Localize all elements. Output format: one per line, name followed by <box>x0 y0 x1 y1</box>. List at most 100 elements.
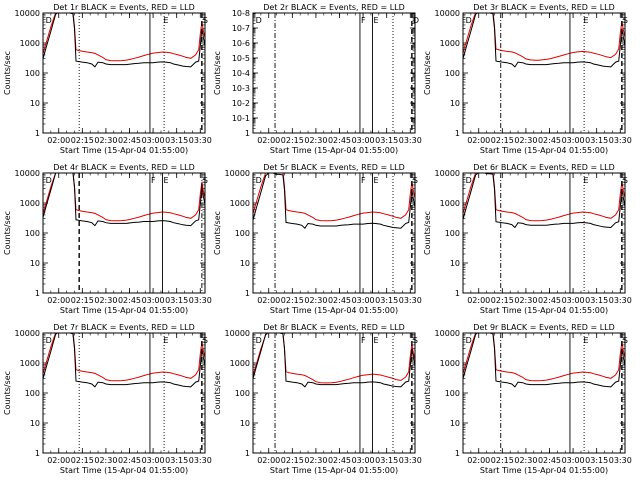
x-tick-label: 03:15 <box>585 296 608 305</box>
y-axis-label: Counts/sec <box>423 371 432 415</box>
y-tick-label: 10000 <box>225 329 250 338</box>
x-tick-label: 02:15 <box>491 296 514 305</box>
x-tick-label: 03:15 <box>165 136 188 145</box>
lld-series-line <box>43 13 205 62</box>
panel-title: Det 7r BLACK = Events, RED = LLD <box>53 323 195 332</box>
x-tick-label: 02:45 <box>538 456 561 465</box>
x-tick-label: 02:15 <box>71 456 94 465</box>
x-tick-label: 02:30 <box>514 456 537 465</box>
x-tick-label: 02:45 <box>328 136 351 145</box>
y-tick-label: 100 <box>445 389 460 398</box>
plot-area <box>253 173 415 293</box>
event-letter-label: D <box>466 176 472 185</box>
y-axis-label: Counts/sec <box>3 51 12 95</box>
y-tick-label: 1 <box>35 449 40 458</box>
x-tick-label: 03:15 <box>375 456 398 465</box>
plot-area <box>463 13 625 133</box>
x-tick-label: 02:00 <box>257 456 280 465</box>
event-letter-label: E <box>584 16 589 25</box>
event-letter-label: E <box>164 176 169 185</box>
plot-frame <box>252 172 416 294</box>
y-tick-label: 1000 <box>20 39 40 48</box>
plot-frame <box>252 332 416 454</box>
y-tick-label: 10-4 <box>232 69 250 78</box>
x-tick-label: 03:00 <box>142 296 165 305</box>
y-tick-label: 10000 <box>435 169 460 178</box>
y-axis-label: Counts/sec <box>213 371 222 415</box>
lld-series-line <box>463 13 625 61</box>
x-tick-label: 03:30 <box>399 136 422 145</box>
x-tick-label: 02:00 <box>467 456 490 465</box>
x-tick-label: 03:00 <box>352 136 375 145</box>
panel-title: Det 5r BLACK = Events, RED = LLD <box>263 163 405 172</box>
x-tick-label: 03:00 <box>142 136 165 145</box>
events-series-line <box>463 173 625 229</box>
detector-panel-4: Det 4r BLACK = Events, RED = LLD Counts/s… <box>3 163 212 315</box>
events-series-line <box>463 333 625 388</box>
plot-area <box>463 173 625 293</box>
y-tick-label: 10000 <box>15 9 40 18</box>
x-tick-label: 02:45 <box>118 456 141 465</box>
plot-frame <box>42 332 206 454</box>
y-tick-label: 1 <box>455 449 460 458</box>
y-tick-label: 1 <box>245 289 250 298</box>
x-tick-label: 02:45 <box>538 136 561 145</box>
x-tick-label: 02:00 <box>467 296 490 305</box>
x-axis-label: Start Time (15-Apr-04 01:55:00) <box>60 466 188 475</box>
event-letter-label: E <box>584 176 589 185</box>
x-tick-label: 03:30 <box>609 296 632 305</box>
plot-area <box>253 333 415 453</box>
x-tick-label: 02:30 <box>304 296 327 305</box>
x-tick-label: 02:30 <box>94 296 117 305</box>
x-tick-label: 03:30 <box>609 456 632 465</box>
y-tick-label: 100 <box>235 389 250 398</box>
y-axis-label: Counts/sec <box>213 211 222 255</box>
y-tick-label: 1000 <box>230 359 250 368</box>
event-letter-label: D <box>466 336 472 345</box>
event-letter-label: D <box>46 16 52 25</box>
x-tick-label: 02:00 <box>257 296 280 305</box>
plot-area <box>463 333 625 453</box>
y-tick-label: 10-3 <box>232 84 250 93</box>
x-tick-label: 03:00 <box>562 136 585 145</box>
y-tick-label: 10000 <box>435 329 460 338</box>
y-tick-label: 10 <box>240 259 250 268</box>
x-tick-label: 02:30 <box>94 136 117 145</box>
event-letter-label: E <box>374 16 379 25</box>
x-tick-label: 03:15 <box>165 456 188 465</box>
x-tick-label: 02:45 <box>328 296 351 305</box>
event-letter-label: F <box>151 176 156 185</box>
y-axis-label: Counts/sec <box>3 211 12 255</box>
y-tick-label: 1000 <box>440 199 460 208</box>
x-tick-label: 02:45 <box>118 296 141 305</box>
y-tick-label: 10000 <box>15 169 40 178</box>
y-tick-label: 1000 <box>440 39 460 48</box>
x-tick-label: 02:00 <box>467 136 490 145</box>
detector-panel-7: Det 7r BLACK = Events, RED = LLD Counts/s… <box>3 323 212 475</box>
event-letter-label: F <box>361 16 366 25</box>
x-tick-label: 03:00 <box>142 456 165 465</box>
plot-area <box>274 13 413 133</box>
y-axis-label: Counts/sec <box>213 51 222 95</box>
y-tick-label: 1 <box>245 449 250 458</box>
detector-panel-6: Det 6r BLACK = Events, RED = LLD Counts/s… <box>423 163 632 315</box>
plot-frame <box>462 172 626 294</box>
panel-title: Det 2r BLACK = Events, RED = LLD <box>263 3 405 12</box>
events-series-line <box>463 13 625 68</box>
events-series-line <box>253 173 415 229</box>
x-tick-label: 02:45 <box>538 296 561 305</box>
y-tick-label: 10000 <box>435 9 460 18</box>
x-axis-label: Start Time (15-Apr-04 01:55:00) <box>270 466 398 475</box>
plot-frame <box>462 12 626 134</box>
event-letter-label: D <box>46 336 52 345</box>
event-letter-label: E <box>374 336 379 345</box>
x-tick-label: 02:45 <box>328 456 351 465</box>
events-series-line <box>43 13 205 68</box>
detector-panel-5: Det 5r BLACK = Events, RED = LLD Counts/s… <box>213 163 422 315</box>
y-tick-label: 100 <box>445 229 460 238</box>
x-tick-label: 03:15 <box>165 296 188 305</box>
y-tick-label: 100 <box>235 229 250 238</box>
x-tick-label: 03:30 <box>399 296 422 305</box>
y-tick-label: 10-7 <box>232 24 250 33</box>
